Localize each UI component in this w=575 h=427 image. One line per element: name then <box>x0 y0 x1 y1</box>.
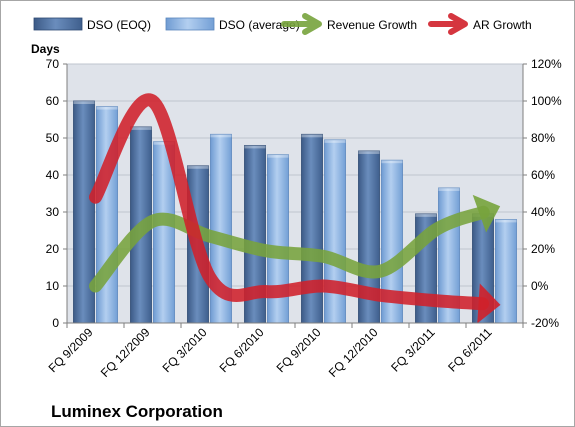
bar-top-highlight <box>358 150 380 154</box>
legend-label-ar-growth: AR Growth <box>473 18 532 32</box>
x-tick-label: FQ 6/2011 <box>445 325 495 375</box>
bar-top-highlight <box>130 126 152 130</box>
axes <box>63 63 527 328</box>
bar-top-highlight <box>153 141 175 145</box>
y-left-tick-label: 70 <box>46 57 60 71</box>
growth-lines <box>89 93 501 324</box>
line-revenue-growth <box>89 205 490 293</box>
legend-item-ar-growth: AR Growth <box>428 13 532 35</box>
legend-label-dso-average: DSO (average) <box>219 18 300 32</box>
company-name: Luminex Corporation <box>51 402 223 421</box>
x-tick-labels: FQ 9/2009 FQ 12/2009 FQ 3/2010 FQ 6/2010 FQ … <box>46 325 495 380</box>
x-tick-label: FQ 9/2009 <box>46 325 96 375</box>
bar-top-highlight <box>495 219 517 223</box>
y-left-tick-label: 40 <box>46 168 60 182</box>
y-right-tick-label: 60% <box>531 168 555 182</box>
legend-item-revenue-growth: Revenue Growth <box>281 13 417 35</box>
bar-dso-average <box>495 218 517 324</box>
bar-top-highlight <box>210 134 232 138</box>
bar-dso-eoq <box>301 133 323 324</box>
bar-top-highlight <box>96 106 118 110</box>
line-ar-growth <box>89 93 489 311</box>
bar-top-highlight <box>324 139 346 143</box>
legend-label-dso-eoq: DSO (EOQ) <box>87 18 151 32</box>
bar-top-highlight <box>301 134 323 138</box>
y-left-tick-label: 50 <box>46 131 60 145</box>
y-right-tick-label: 20% <box>531 242 555 256</box>
bar-series <box>73 100 517 324</box>
y-left-tick-label: 0 <box>52 316 59 330</box>
bar-top-highlight <box>267 154 289 158</box>
y-right-tick-labels: -20% 0% 20% 40% 60% 80% 100% 120% <box>531 57 562 330</box>
y-left-axis-title: Days <box>31 42 60 56</box>
arrowhead-ar-growth <box>477 283 501 324</box>
y-left-tick-label: 10 <box>46 279 60 293</box>
bar-top-highlight <box>73 101 95 104</box>
y-right-tick-label: 120% <box>531 57 562 71</box>
y-left-tick-label: 20 <box>46 242 60 256</box>
bar-dso-average <box>324 139 346 324</box>
x-tick-label: FQ 6/2010 <box>217 325 267 375</box>
legend-item-dso-eoq: DSO (EOQ) <box>33 17 151 32</box>
legend-arrow-revenue-growth <box>281 13 322 35</box>
arrowhead-revenue-growth <box>472 194 501 233</box>
y-left-tick-label: 60 <box>46 94 60 108</box>
legend-item-dso-average: DSO (average) <box>165 17 300 32</box>
legend-swatch-dso-average <box>165 17 215 31</box>
y-right-tick-label: 40% <box>531 205 555 219</box>
y-right-tick-label: 100% <box>531 94 562 108</box>
legend-swatch-dso-eoq <box>33 17 83 31</box>
x-tick-label: FQ 12/2010 <box>326 325 381 380</box>
bar-top-highlight <box>438 187 460 191</box>
x-tick-label: FQ 3/2010 <box>160 325 210 375</box>
legend-label-revenue-growth: Revenue Growth <box>327 18 417 32</box>
x-tick-label: FQ 9/2010 <box>274 325 324 375</box>
y-left-tick-labels: 0 10 20 30 40 50 60 70 <box>46 57 60 330</box>
bar-top-highlight <box>415 213 437 217</box>
legend-arrow-ar-growth <box>428 13 468 35</box>
bar-top-highlight <box>244 145 266 149</box>
plot-area: 0 10 20 30 40 50 60 70 -20% 0% 20% 40% 60% 80% 100% 12… <box>46 57 562 380</box>
y-right-tick-label: -20% <box>531 316 559 330</box>
bar-top-highlight <box>187 165 209 169</box>
y-left-tick-label: 30 <box>46 205 60 219</box>
y-right-tick-label: 80% <box>531 131 555 145</box>
bar-top-highlight <box>381 160 403 164</box>
x-tick-label: FQ 12/2009 <box>98 325 153 380</box>
x-tick-label: FQ 3/2011 <box>388 325 438 375</box>
y-right-tick-label: 0% <box>531 279 549 293</box>
legend: DSO (EOQ) DSO (average) Revenue Growth A… <box>33 13 532 35</box>
